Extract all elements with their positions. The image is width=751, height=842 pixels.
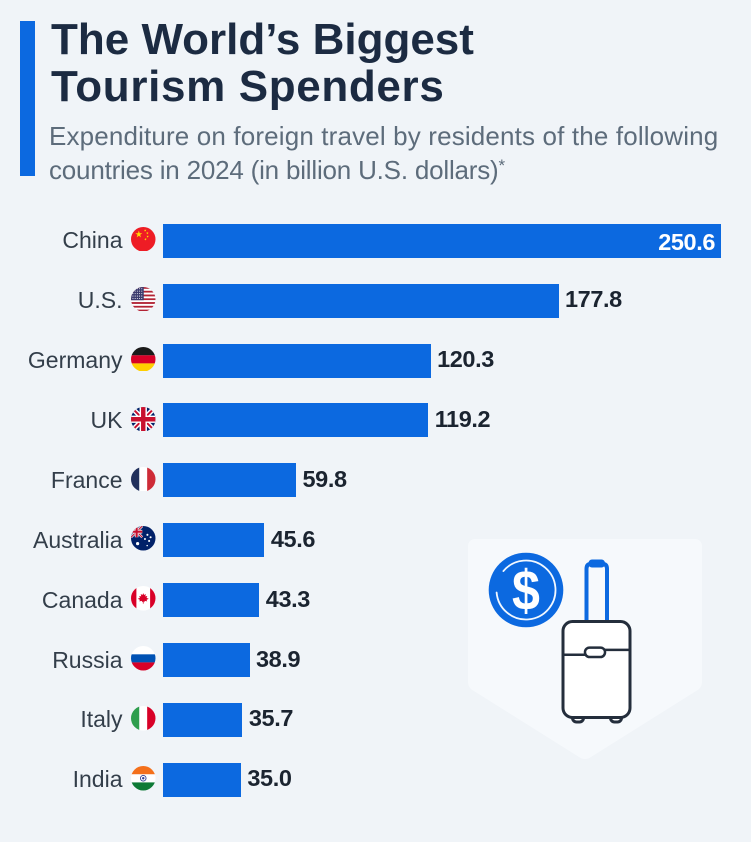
svg-text:$: $ (512, 559, 540, 623)
